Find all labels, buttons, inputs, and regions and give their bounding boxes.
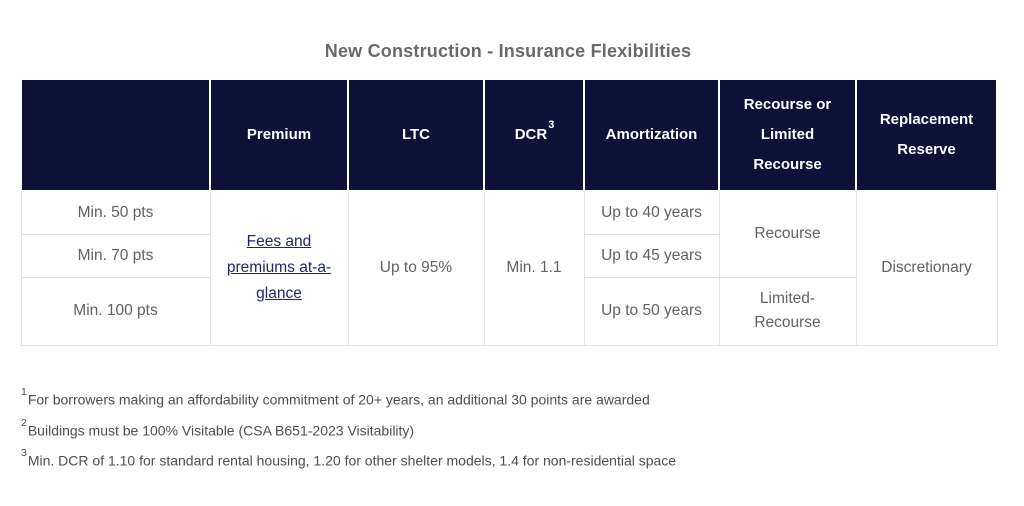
footnote-3-text: Min. DCR of 1.10 for standard rental hou… [27, 452, 677, 469]
footnote-1-text: For borrowers making an affordability co… [27, 391, 650, 408]
table-row-min-70: Min. 70 pts Up to 45 years [20, 233, 997, 278]
header-dcr: DCR3 [483, 78, 585, 192]
header-ltc-label: LTC [401, 126, 431, 143]
header-recourse-label: Recourse or Limited Recourse [743, 96, 832, 173]
footnote-3-marker: 3 [21, 447, 27, 460]
page-title: New Construction - Insurance Flexibiliti… [324, 41, 692, 61]
limited-recourse-cell: Limited-Recourse [718, 276, 857, 346]
header-ltc: LTC [347, 78, 485, 192]
recourse-cell: Recourse [718, 190, 857, 278]
footnote-1-marker: 1 [21, 386, 27, 398]
header-empty-cell [20, 78, 211, 192]
header-amortization-label: Amortization [605, 126, 698, 143]
header-amortization: Amortization [583, 78, 720, 192]
row-label-min-70-pts: Min. 70 pts [20, 233, 211, 278]
footnote-3: 3Min. DCR of 1.10 for standard rental ho… [21, 444, 1001, 475]
header-premium-label: Premium [246, 126, 312, 143]
footnotes-block: 1For borrowers making an affordability c… [21, 383, 1001, 475]
dcr-footnote-marker: 3 [548, 119, 555, 131]
ltc-value-cell: Up to 95% [347, 190, 485, 346]
dcr-value-cell: Min. 1.1 [483, 190, 585, 346]
insurance-flexibilities-table: Premium LTC DCR3 Amortization Recourse o… [20, 78, 998, 346]
header-dcr-label: DCR [514, 126, 548, 143]
amortization-cell-40-years: Up to 40 years [583, 190, 720, 235]
header-replacement-reserve: Replacement Reserve [855, 78, 998, 192]
table-row-min-50: Min. 50 pts Fees and premiums at-a-glanc… [20, 190, 998, 346]
amortization-cell-45-years: Up to 45 years [583, 233, 720, 278]
footnote-2-text: Buildings must be 100% Visitable (CSA B6… [27, 422, 415, 439]
footnote-2-marker: 2 [21, 416, 27, 429]
footnote-1: 1For borrowers making an affordability c… [21, 383, 1001, 414]
footnote-2: 2Buildings must be 100% Visitable (CSA B… [21, 414, 1001, 445]
table-header-row: Premium LTC DCR3 Amortization Recourse o… [20, 78, 998, 192]
row-label-min-50-pts: Min. 50 pts [20, 190, 211, 235]
fees-and-premiums-link[interactable]: Fees and premiums at-a-glance [226, 233, 332, 303]
row-label-min-100-pts: Min. 100 pts [20, 276, 211, 346]
premium-cell: Fees and premiums at-a-glance [209, 190, 349, 346]
header-recourse: Recourse or Limited Recourse [718, 78, 857, 192]
amortization-cell-50-years: Up to 50 years [583, 276, 720, 346]
replacement-reserve-cell: Discretionary [855, 190, 998, 346]
table-row-min-100: Min. 100 pts Up to 50 years Limited-Reco… [20, 276, 997, 346]
header-replacement-reserve-label: Replacement Reserve [879, 111, 974, 158]
header-premium: Premium [209, 78, 349, 192]
